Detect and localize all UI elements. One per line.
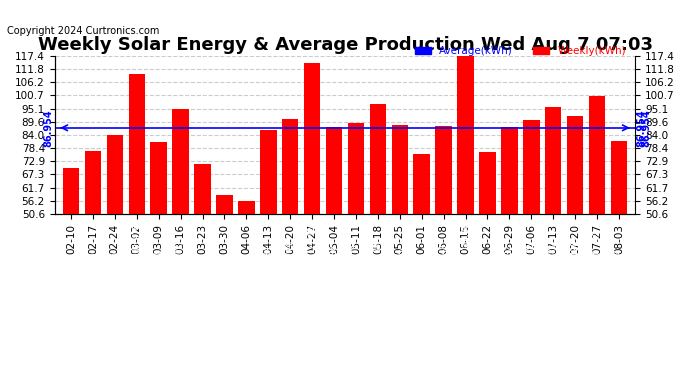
Text: 95.852: 95.852 <box>549 238 558 266</box>
Text: 83.96: 83.96 <box>110 251 119 274</box>
Bar <box>107 135 123 334</box>
Text: 95.052: 95.052 <box>176 238 185 266</box>
Text: 75.824: 75.824 <box>417 252 426 280</box>
Bar <box>260 130 277 334</box>
Text: 88.776: 88.776 <box>351 243 360 271</box>
Text: 86.954: 86.954 <box>641 109 651 147</box>
Text: 77.096: 77.096 <box>88 251 97 279</box>
Bar <box>128 75 145 334</box>
Text: 87.848: 87.848 <box>439 244 448 272</box>
Text: 81.128: 81.128 <box>154 248 164 276</box>
Bar <box>238 201 255 334</box>
Text: 87.256: 87.256 <box>330 244 339 272</box>
Bar <box>501 128 518 334</box>
Bar <box>589 96 605 334</box>
Text: 87.132: 87.132 <box>505 244 514 272</box>
Bar <box>611 141 627 334</box>
Bar <box>150 142 167 334</box>
Bar <box>172 109 189 334</box>
Bar <box>457 56 474 334</box>
Text: 58.61: 58.61 <box>220 269 229 292</box>
Bar <box>413 154 430 334</box>
Bar <box>348 123 364 334</box>
Text: 71.672: 71.672 <box>198 255 207 283</box>
Bar <box>282 119 299 334</box>
Text: 86.954: 86.954 <box>43 109 54 147</box>
Text: 85.884: 85.884 <box>264 245 273 273</box>
Bar <box>435 126 452 334</box>
Bar <box>216 195 233 334</box>
Bar <box>370 104 386 334</box>
Text: 86.954: 86.954 <box>636 109 647 147</box>
Text: 109.476: 109.476 <box>132 224 141 256</box>
Bar <box>545 107 562 334</box>
Text: 90.744: 90.744 <box>286 242 295 269</box>
Text: 56.028: 56.028 <box>242 266 251 294</box>
Text: 100.432: 100.432 <box>593 230 602 262</box>
Text: 114.128: 114.128 <box>308 220 317 253</box>
Text: 90.132: 90.132 <box>526 242 536 270</box>
Bar <box>326 127 342 334</box>
Text: 87.94: 87.94 <box>395 248 404 271</box>
Text: 92.128: 92.128 <box>571 241 580 268</box>
Bar <box>85 151 101 334</box>
Text: 117.368: 117.368 <box>461 218 470 250</box>
Bar <box>480 152 495 334</box>
Title: Weekly Solar Energy & Average Production Wed Aug 7 07:03: Weekly Solar Energy & Average Production… <box>37 36 653 54</box>
Text: 76.812: 76.812 <box>483 252 492 279</box>
Bar <box>63 168 79 334</box>
Text: Copyright 2024 Curtronics.com: Copyright 2024 Curtronics.com <box>7 26 159 36</box>
Bar <box>304 63 320 334</box>
Text: 96.852: 96.852 <box>373 237 382 265</box>
Bar <box>391 126 408 334</box>
Text: 70.116: 70.116 <box>66 256 75 284</box>
Text: 81.264: 81.264 <box>615 248 624 276</box>
Bar <box>523 120 540 334</box>
Legend: Average(kWh), Weekly(kWh): Average(kWh), Weekly(kWh) <box>411 42 630 60</box>
Bar <box>195 164 210 334</box>
Bar <box>567 116 583 334</box>
